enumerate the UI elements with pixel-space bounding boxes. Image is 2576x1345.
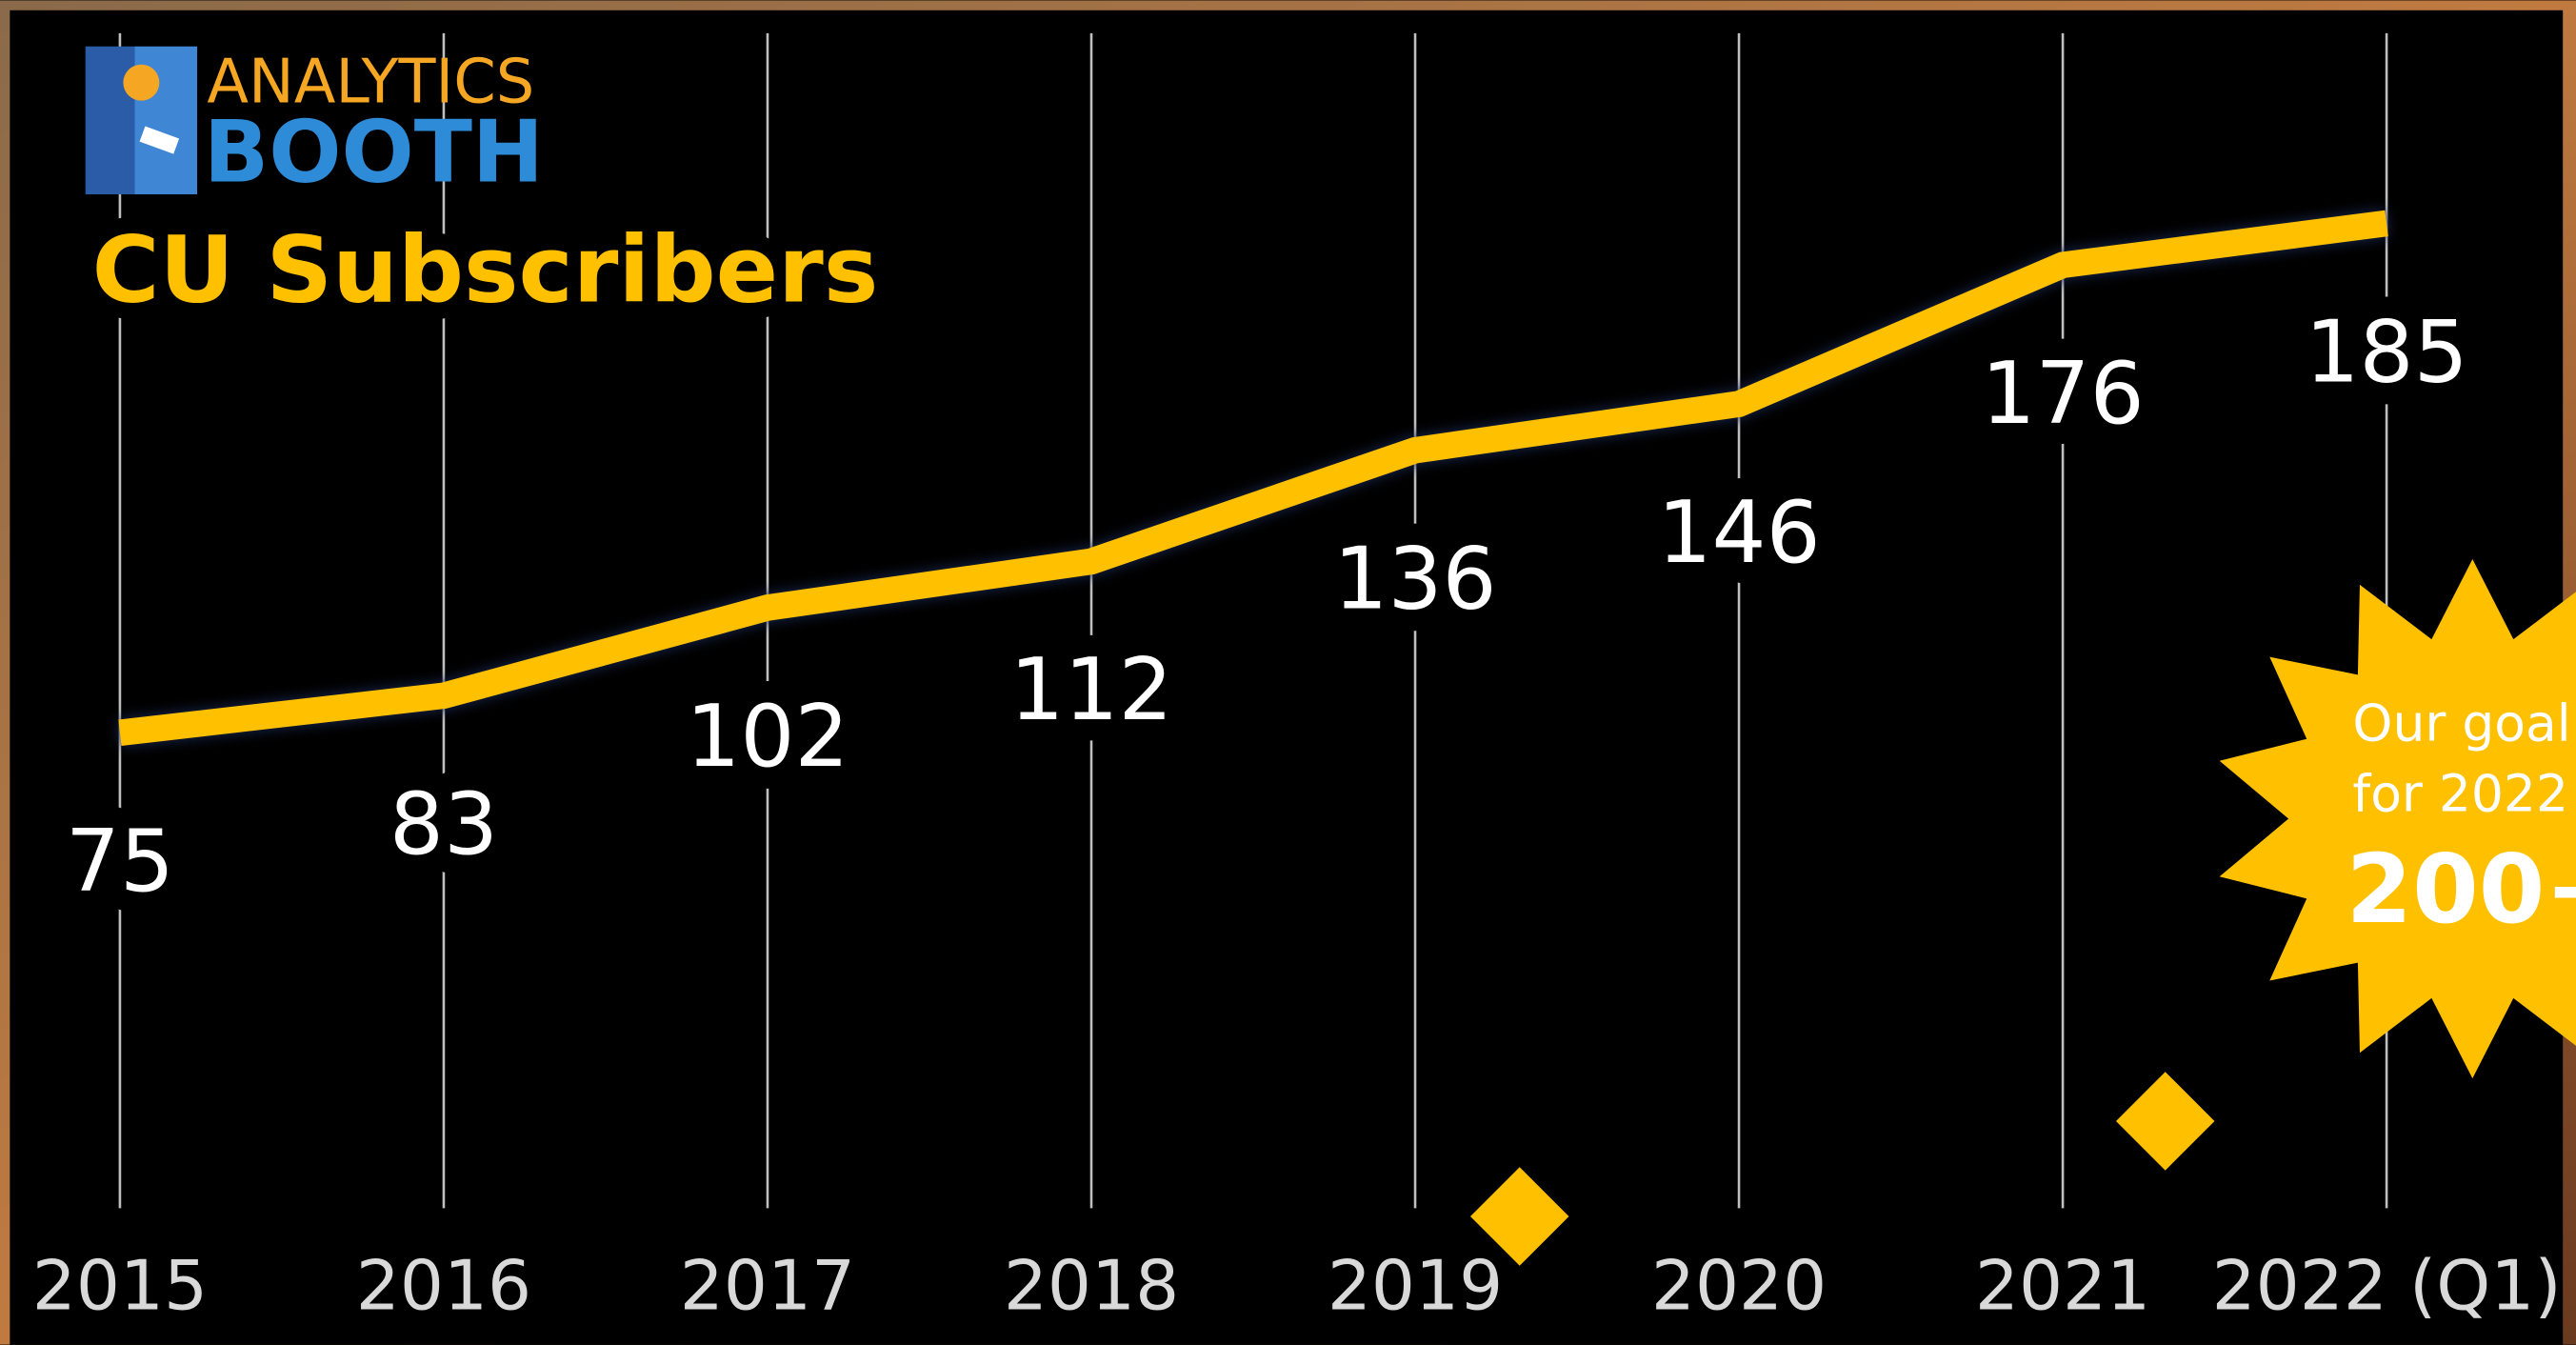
x-tick-label: 2015 xyxy=(32,1247,208,1327)
x-tick-label: 2019 xyxy=(1328,1247,1503,1327)
chart-title: CU Subscribers xyxy=(92,216,879,324)
logo-text: BOOTH xyxy=(204,103,544,202)
x-tick-label: 2020 xyxy=(1651,1247,1827,1327)
data-label: 185 xyxy=(2305,303,2467,402)
starburst-shape xyxy=(2219,558,2576,1079)
logo: ANALYTICS BOOTH xyxy=(85,46,544,202)
line xyxy=(118,210,2388,746)
x-tick-label: 2017 xyxy=(680,1247,855,1327)
diamond xyxy=(1469,1167,1569,1266)
annotation-text: 200+ xyxy=(2346,833,2576,945)
data-label: 112 xyxy=(1009,641,1172,740)
diamond xyxy=(2115,1072,2215,1171)
starburst: Our goal for 2022 200+ xyxy=(2219,558,2576,1079)
annotation-text: Our goal xyxy=(2352,693,2570,753)
annotation-text: for 2022 xyxy=(2352,764,2568,824)
data-label: 176 xyxy=(1981,345,2144,444)
x-tick-label: 2016 xyxy=(356,1247,531,1327)
data-label: 146 xyxy=(1657,484,1820,583)
data-label: 102 xyxy=(686,688,849,787)
data-label: 136 xyxy=(1333,531,1496,630)
x-tick-label: 2022 (Q1) xyxy=(2212,1247,2562,1327)
logo-text: ANALYTICS xyxy=(207,48,534,118)
x-tick-label: 2018 xyxy=(1004,1247,1179,1327)
data-label: 75 xyxy=(66,813,174,912)
x-tick-label: 2021 xyxy=(1975,1247,2150,1327)
data-label: 83 xyxy=(389,775,498,874)
